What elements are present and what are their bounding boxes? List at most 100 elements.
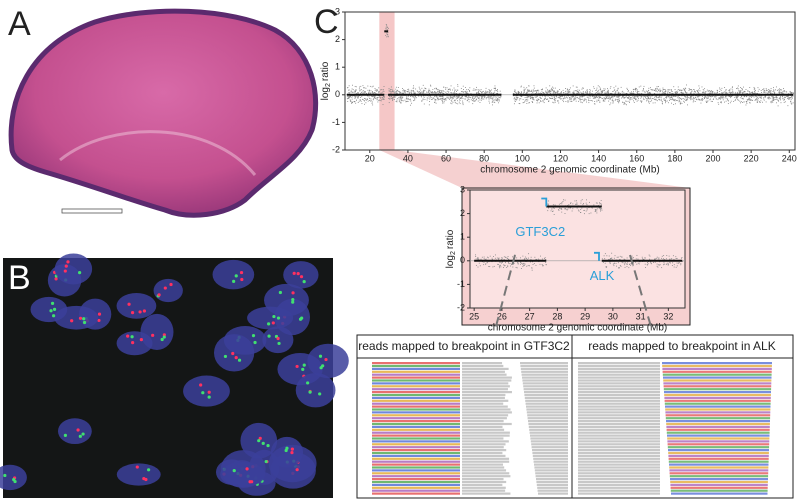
read bbox=[670, 480, 768, 484]
probe-point bbox=[472, 98, 474, 100]
probe-point bbox=[438, 89, 440, 91]
probe-point bbox=[441, 91, 443, 93]
read bbox=[462, 382, 509, 385]
highlight bbox=[379, 12, 395, 150]
read bbox=[462, 393, 506, 397]
probe-point bbox=[498, 258, 500, 260]
probe-point bbox=[554, 87, 556, 89]
probe-point bbox=[524, 97, 526, 98]
probe-point bbox=[391, 89, 393, 91]
probe-point bbox=[755, 98, 757, 100]
probe-point bbox=[740, 102, 741, 104]
probe-point bbox=[507, 261, 509, 263]
probe-point bbox=[791, 96, 793, 98]
probe-point bbox=[617, 92, 619, 94]
probe-point bbox=[569, 91, 571, 93]
probe-point bbox=[690, 96, 691, 98]
probe-point bbox=[602, 261, 604, 263]
probe-point bbox=[767, 97, 769, 99]
read bbox=[372, 367, 460, 370]
probe-point bbox=[380, 89, 382, 91]
probe-point bbox=[609, 96, 611, 98]
probe-point bbox=[544, 97, 546, 99]
probe-point bbox=[706, 101, 708, 103]
probe-point bbox=[610, 97, 612, 99]
probe-point bbox=[488, 96, 490, 98]
probe-point bbox=[660, 98, 662, 100]
probe-signal bbox=[266, 443, 270, 448]
probe-point bbox=[671, 96, 673, 98]
probe-point bbox=[590, 212, 592, 214]
probe-point bbox=[539, 100, 541, 102]
read bbox=[372, 373, 460, 376]
probe-point bbox=[508, 262, 510, 264]
probe-point bbox=[454, 95, 455, 97]
probe-point bbox=[470, 92, 472, 94]
read bbox=[578, 362, 660, 365]
probe-point bbox=[750, 95, 752, 97]
probe-point bbox=[441, 90, 443, 92]
nucleus bbox=[283, 261, 319, 289]
probe-point bbox=[618, 98, 620, 100]
nucleus bbox=[57, 418, 92, 445]
probe-point bbox=[665, 89, 666, 91]
x-tick-label: 25 bbox=[469, 311, 479, 321]
probe-point bbox=[776, 96, 778, 98]
probe-point bbox=[556, 96, 558, 98]
probe-point bbox=[514, 100, 516, 102]
probe-point bbox=[377, 101, 379, 103]
probe-point bbox=[659, 264, 661, 266]
probe-point bbox=[763, 91, 765, 93]
probe-point bbox=[351, 98, 353, 100]
probe-point bbox=[615, 98, 617, 100]
probe-point bbox=[668, 92, 670, 93]
probe-point bbox=[673, 99, 675, 101]
probe-point bbox=[577, 97, 579, 99]
probe-point bbox=[547, 95, 549, 97]
probe-point bbox=[532, 98, 534, 100]
read bbox=[529, 428, 568, 431]
probe-signal bbox=[231, 351, 235, 356]
probe-point bbox=[597, 96, 599, 98]
probe-point bbox=[556, 92, 558, 94]
probe-point bbox=[772, 101, 774, 103]
probe-point bbox=[773, 90, 775, 92]
read bbox=[532, 449, 568, 452]
probe-point bbox=[768, 97, 770, 99]
probe-point bbox=[598, 207, 600, 209]
probe-point bbox=[545, 87, 547, 89]
probe-point bbox=[427, 91, 429, 93]
probe-point bbox=[503, 256, 505, 258]
probe-point bbox=[568, 207, 570, 209]
probe-point bbox=[673, 100, 675, 102]
probe-point bbox=[568, 97, 570, 99]
probe-point bbox=[654, 102, 656, 104]
probe-point bbox=[694, 101, 696, 102]
read bbox=[665, 408, 771, 411]
probe-point bbox=[764, 96, 766, 97]
probe-point bbox=[431, 99, 433, 100]
probe-point bbox=[512, 266, 514, 268]
probe-point bbox=[730, 100, 732, 102]
probe-point bbox=[364, 87, 366, 89]
x-axis-label: chromosome 2 genomic coordinate (Mb) bbox=[488, 323, 668, 334]
probe-point bbox=[654, 259, 656, 261]
probe-point bbox=[575, 98, 577, 100]
probe-signal bbox=[223, 354, 228, 359]
probe-point bbox=[454, 93, 456, 95]
probe-point bbox=[632, 265, 634, 267]
probe-point bbox=[788, 98, 789, 100]
probe-point bbox=[457, 96, 459, 98]
probe-point bbox=[393, 97, 395, 99]
read bbox=[578, 451, 660, 455]
probe-point bbox=[441, 97, 443, 99]
probe-point bbox=[697, 96, 699, 98]
probe-point bbox=[588, 98, 590, 100]
probe-point bbox=[541, 89, 543, 90]
probe-point bbox=[641, 90, 643, 92]
probe-point bbox=[480, 99, 482, 101]
probe-point bbox=[515, 98, 517, 100]
probe-point bbox=[426, 91, 427, 93]
probe-point bbox=[402, 93, 404, 95]
